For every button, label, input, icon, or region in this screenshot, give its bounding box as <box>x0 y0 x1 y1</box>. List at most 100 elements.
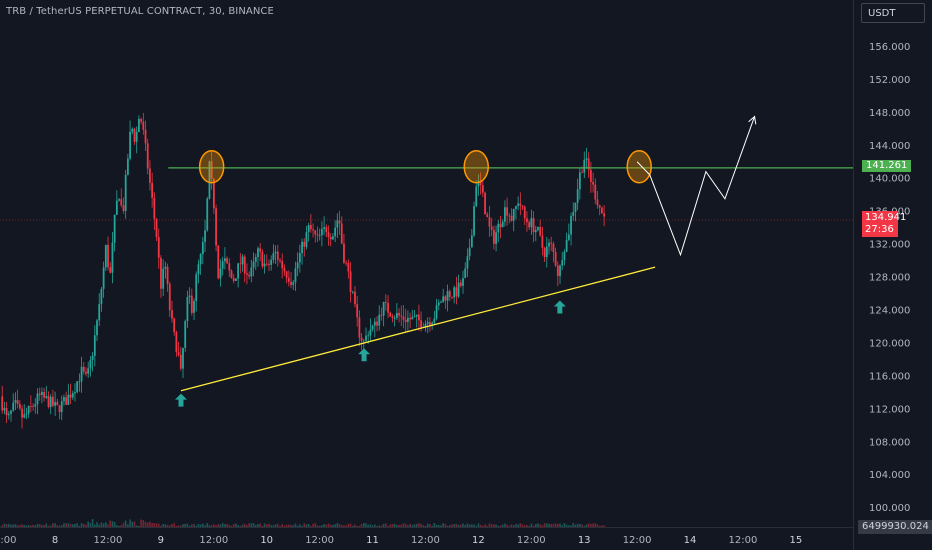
candle-body <box>309 225 312 230</box>
candle-body <box>102 267 105 289</box>
candle-body <box>292 282 295 285</box>
volume-bar <box>206 523 209 527</box>
volume-bar <box>164 524 167 527</box>
candle-body <box>340 223 343 244</box>
candle-body <box>462 278 464 286</box>
volume-bar <box>440 525 442 527</box>
volume-bar <box>226 523 228 527</box>
candle-body <box>389 312 392 317</box>
time-tick-label: 12:00 <box>411 535 440 546</box>
volume-bar <box>466 523 469 527</box>
candle-body <box>27 405 30 414</box>
volume-bar <box>534 524 537 527</box>
volume-bar <box>279 525 281 527</box>
candle-body <box>574 202 577 212</box>
volume-bar <box>268 523 270 527</box>
time-tick-label: 14 <box>684 535 697 546</box>
drawing-overlays[interactable] <box>168 115 853 407</box>
volume-bar <box>129 519 131 527</box>
candle-body <box>426 322 429 325</box>
volume-bar <box>120 525 123 527</box>
volume-bar <box>336 523 339 527</box>
volume-bar <box>71 524 74 527</box>
volume-bar <box>283 525 286 527</box>
time-axis[interactable]: 12:00 8 12:00 9 12:00 10 12:00 11 12:00 12 12:00 13… <box>0 535 802 546</box>
volume-bar <box>171 523 173 527</box>
candle-body <box>151 182 154 198</box>
volume-bar <box>504 523 506 527</box>
resistance-touch-circle <box>626 149 652 184</box>
candle-body <box>556 265 559 277</box>
pane-separator[interactable] <box>0 527 853 528</box>
last-price-badge: 134.941 27:36 <box>862 211 906 237</box>
volume-bar <box>532 525 535 527</box>
candle-body <box>470 235 473 248</box>
candle-body <box>492 229 495 244</box>
volume-bar <box>193 524 195 527</box>
volume-bar <box>576 523 579 527</box>
candle-body <box>281 260 284 269</box>
volume-bar <box>455 523 458 527</box>
candle-body <box>133 128 136 142</box>
volume-bar <box>109 520 112 527</box>
volume-bar <box>437 525 440 527</box>
volume-value-badge: 6499930.024 <box>858 520 932 534</box>
volume-bar <box>188 525 191 527</box>
candle-body <box>455 287 458 297</box>
candle-body <box>362 340 365 342</box>
candle-body <box>431 322 434 326</box>
candle-body <box>199 254 202 265</box>
candle-body <box>58 405 61 413</box>
volume-bar <box>272 525 275 527</box>
price-tick-label: 116.000 <box>869 371 910 382</box>
volume-bar <box>116 525 118 527</box>
volume-bar <box>515 524 517 527</box>
volume-bar <box>173 523 175 527</box>
volume-bar <box>457 524 460 527</box>
volume-bar <box>501 524 504 527</box>
candle-body <box>32 406 34 408</box>
volume-bar <box>389 524 392 527</box>
volume-bar <box>550 523 553 527</box>
candle-body <box>554 251 557 266</box>
candle-body <box>365 335 367 341</box>
volume-bar <box>162 523 164 527</box>
candle-body <box>585 158 588 160</box>
time-tick-label: 12:00 <box>729 535 758 546</box>
volume-bar <box>404 523 407 527</box>
candle-body <box>545 246 548 258</box>
volume-bar <box>488 523 491 527</box>
volume-bar <box>131 521 134 527</box>
resistance-touch-circle <box>463 149 489 184</box>
candle-body <box>162 268 165 289</box>
volume-bar <box>118 525 120 527</box>
candle-body <box>351 291 354 293</box>
candle-body <box>10 410 12 414</box>
volume-bar <box>382 523 385 527</box>
volume-bar <box>587 523 590 527</box>
candle-body <box>153 197 156 219</box>
volume-bar <box>490 524 493 527</box>
candle-body <box>499 223 502 228</box>
volume-bar <box>362 523 365 527</box>
candle-body <box>506 207 509 216</box>
candle-body <box>29 405 32 407</box>
currency-button[interactable]: USDT <box>861 3 925 23</box>
candle-body <box>122 205 125 211</box>
volume-bar <box>43 524 45 527</box>
candle-body <box>263 263 266 267</box>
candle-body <box>276 251 279 260</box>
candle-body <box>23 414 26 418</box>
candle-body <box>120 199 123 206</box>
candle-body <box>166 266 169 284</box>
candle-body <box>563 251 566 261</box>
price-axis[interactable]: 100.000 104.000 108.000 112.000 116.000 120.0… <box>869 42 910 514</box>
candle-body <box>5 408 8 416</box>
price-tick-label: 132.000 <box>869 240 910 251</box>
price-tick-label: 156.000 <box>869 42 910 53</box>
volume-bar <box>182 524 184 527</box>
candlestick-series <box>1 112 606 429</box>
candle-body <box>285 271 288 278</box>
candle-body <box>583 159 586 173</box>
